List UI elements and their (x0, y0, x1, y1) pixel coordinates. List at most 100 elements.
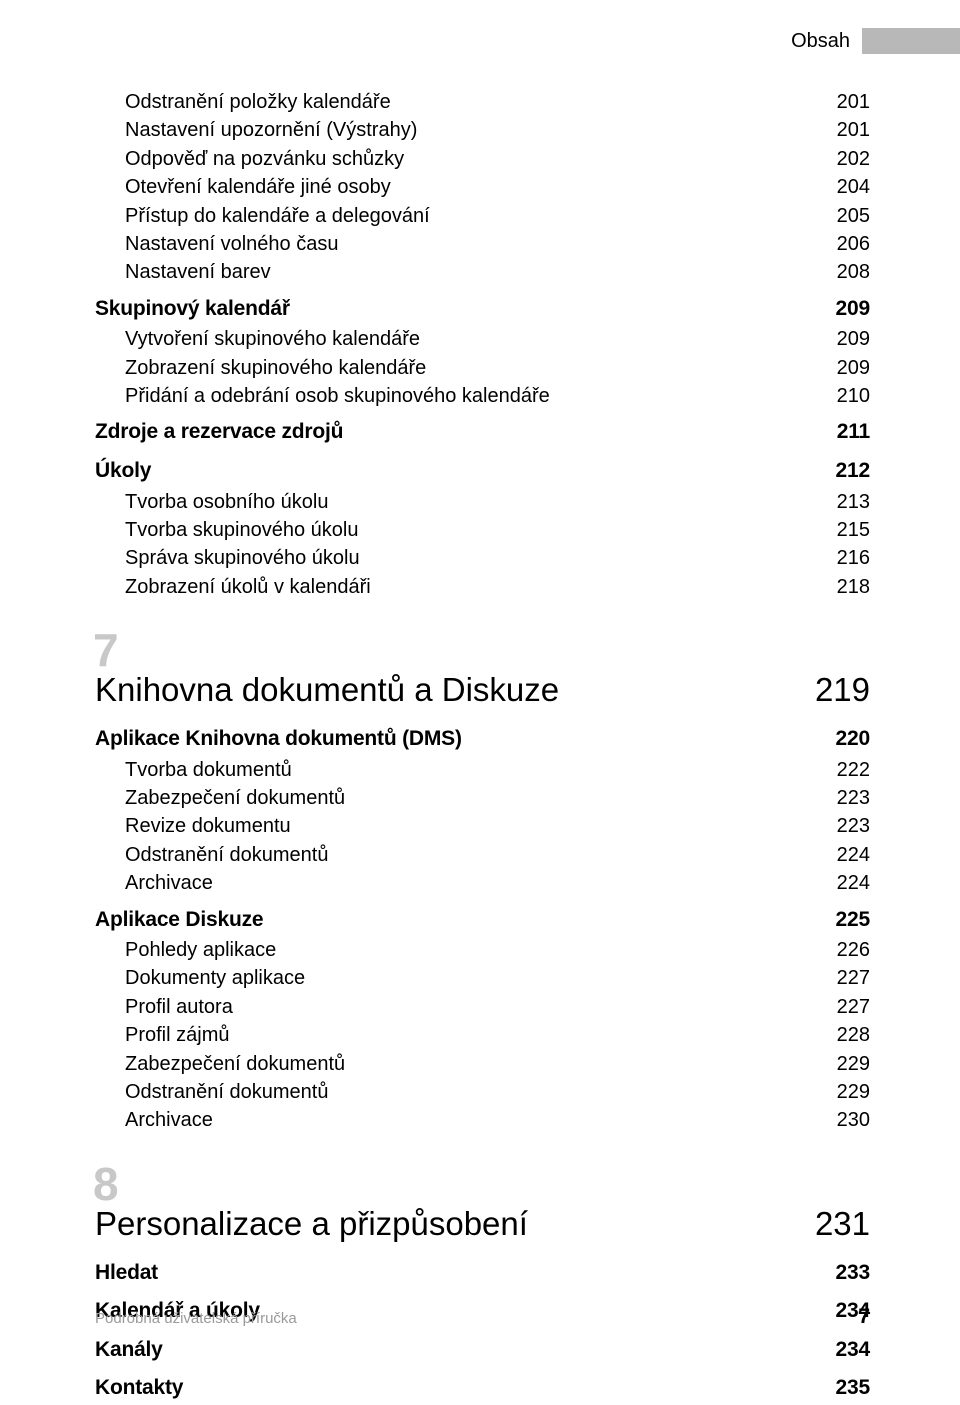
toc-page: 223 (837, 812, 870, 840)
chapter-heading: Personalizace a přizpůsobení 231 (95, 1205, 870, 1243)
footer-page-number: 7 (858, 1305, 870, 1329)
toc-page: 230 (837, 1106, 870, 1134)
toc-page: 224 (837, 841, 870, 869)
toc-label: Odstranění dokumentů (125, 841, 328, 869)
toc-section-label: Hledat (95, 1257, 158, 1290)
toc-section-label: Úkoly (95, 455, 151, 488)
toc-label: Zobrazení skupinového kalendáře (125, 354, 426, 382)
toc-entry: Odpověď na pozvánku schůzky202 (95, 145, 870, 173)
toc-entry: Zabezpečení dokumentů223 (95, 784, 870, 812)
toc-page: 206 (837, 230, 870, 258)
toc-label: Archivace (125, 1106, 213, 1134)
toc-entry: Odstranění dokumentů 229 (95, 1078, 870, 1106)
toc-entry: Tvorba skupinového úkolu 215 (95, 516, 870, 544)
toc-entry: Dokumenty aplikace 227 (95, 964, 870, 992)
toc-section-label: Kanály (95, 1334, 163, 1367)
toc-entry: Tvorba dokumentů222 (95, 756, 870, 784)
page-footer: Podrobná uživatelská příručka 7 (95, 1305, 870, 1329)
toc-label: Tvorba skupinového úkolu (125, 516, 358, 544)
toc-entry: Zabezpečení dokumentů229 (95, 1050, 870, 1078)
toc-page: 216 (837, 544, 870, 572)
toc-entry: Zobrazení skupinového kalendáře 209 (95, 354, 870, 382)
toc-section: Zdroje a rezervace zdrojů 211 (95, 416, 870, 449)
toc-page: 215 (837, 516, 870, 544)
toc-label: Tvorba osobního úkolu (125, 488, 328, 516)
toc-content: Odstranění položky kalendáře201 Nastaven… (95, 28, 870, 1405)
toc-entry: Nastavení upozornění (Výstrahy) 201 (95, 116, 870, 144)
chapter-title: Knihovna dokumentů a Diskuze (95, 671, 559, 709)
header-bar: Obsah (791, 28, 960, 54)
toc-section: Hledat 233 (95, 1257, 870, 1290)
toc-page: 227 (837, 964, 870, 992)
toc-label: Vytvoření skupinového kalendáře (125, 325, 420, 353)
toc-section-page: 211 (837, 416, 870, 449)
toc-label: Správa skupinového úkolu (125, 544, 360, 572)
toc-label: Profil autora (125, 993, 233, 1021)
toc-label: Otevření kalendáře jiné osoby (125, 173, 391, 201)
toc-page: 205 (837, 202, 870, 230)
toc-label: Nastavení volného času (125, 230, 338, 258)
toc-page: 226 (837, 936, 870, 964)
toc-section-page: 233 (836, 1257, 870, 1290)
toc-entry: Odstranění položky kalendáře201 (95, 88, 870, 116)
toc-entry: Pohledy aplikace226 (95, 936, 870, 964)
toc-entry: Profil autora 227 (95, 993, 870, 1021)
toc-label: Revize dokumentu (125, 812, 291, 840)
toc-section: Aplikace Diskuze 225 (95, 904, 870, 937)
toc-entry: Archivace 230 (95, 1106, 870, 1134)
toc-entry: Odstranění dokumentů 224 (95, 841, 870, 869)
toc-label: Odstranění dokumentů (125, 1078, 328, 1106)
toc-entry: Otevření kalendáře jiné osoby 204 (95, 173, 870, 201)
toc-page: 209 (837, 325, 870, 353)
chapter-title: Personalizace a přizpůsobení (95, 1205, 528, 1243)
toc-page: 229 (837, 1078, 870, 1106)
toc-page: 228 (837, 1021, 870, 1049)
toc-section-page: 225 (836, 904, 870, 937)
toc-page: 202 (837, 145, 870, 173)
toc-page: 204 (837, 173, 870, 201)
toc-label: Dokumenty aplikace (125, 964, 305, 992)
toc-page: 227 (837, 993, 870, 1021)
toc-section-label: Zdroje a rezervace zdrojů (95, 416, 343, 449)
toc-label: Tvorba dokumentů (125, 756, 292, 784)
toc-entry: Přístup do kalendáře a delegování 205 (95, 202, 870, 230)
chapter-heading: Knihovna dokumentů a Diskuze 219 (95, 671, 870, 709)
toc-label: Zabezpečení dokumentů (125, 784, 345, 812)
toc-label: Přidání a odebrání osob skupinového kale… (125, 382, 550, 410)
chapter-page: 231 (815, 1205, 870, 1243)
toc-section: Aplikace Knihovna dokumentů (DMS) 220 (95, 723, 870, 756)
toc-page: 213 (837, 488, 870, 516)
toc-label: Nastavení upozornění (Výstrahy) (125, 116, 417, 144)
chapter-number: 8 (93, 1161, 870, 1207)
toc-section-label: Aplikace Knihovna dokumentů (DMS) (95, 723, 462, 756)
toc-label: Zobrazení úkolů v kalendáři (125, 573, 371, 601)
toc-section-page: 220 (836, 723, 870, 756)
toc-section: Kontakty235 (95, 1372, 870, 1405)
footer-book-title: Podrobná uživatelská příručka (95, 1310, 297, 1327)
page: Obsah Odstranění položky kalendáře201 Na… (0, 0, 960, 1365)
toc-label: Odstranění položky kalendáře (125, 88, 391, 116)
toc-page: 209 (837, 354, 870, 382)
toc-label: Archivace (125, 869, 213, 897)
chapter-page: 219 (815, 671, 870, 709)
toc-section-label: Kontakty (95, 1372, 183, 1405)
toc-page: 201 (837, 116, 870, 144)
toc-section-label: Aplikace Diskuze (95, 904, 263, 937)
chapter-number: 7 (93, 627, 870, 673)
toc-entry: Profil zájmů228 (95, 1021, 870, 1049)
toc-section: Skupinový kalendář209 (95, 293, 870, 326)
toc-label: Zabezpečení dokumentů (125, 1050, 345, 1078)
toc-label: Nastavení barev (125, 258, 271, 286)
toc-page: 208 (837, 258, 870, 286)
toc-section: Kanály 234 (95, 1334, 870, 1367)
toc-entry: Zobrazení úkolů v kalendáři 218 (95, 573, 870, 601)
toc-entry: Tvorba osobního úkolu 213 (95, 488, 870, 516)
toc-page: 218 (837, 573, 870, 601)
toc-section-page: 234 (836, 1334, 870, 1367)
toc-entry: Revize dokumentu 223 (95, 812, 870, 840)
toc-label: Přístup do kalendáře a delegování (125, 202, 430, 230)
toc-section: Úkoly212 (95, 455, 870, 488)
toc-entry: Nastavení barev 208 (95, 258, 870, 286)
toc-page: 210 (837, 382, 870, 410)
toc-entry: Archivace224 (95, 869, 870, 897)
